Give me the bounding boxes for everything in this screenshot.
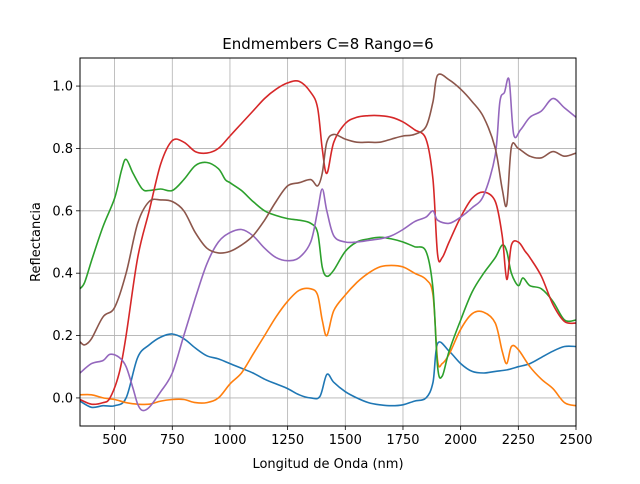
x-tick-label: 2500 xyxy=(559,433,592,448)
series-line-4 xyxy=(79,79,577,406)
y-tick-label: 0.8 xyxy=(52,142,73,157)
x-tick-label: 1250 xyxy=(271,433,304,448)
y-tick-label: 0.2 xyxy=(52,329,73,344)
series-lines xyxy=(79,73,577,412)
x-tick-label: 1750 xyxy=(386,433,419,448)
x-tick-label: 2000 xyxy=(444,433,477,448)
series-line-1 xyxy=(79,333,577,409)
plot-area xyxy=(80,58,576,426)
x-tick-label: 2250 xyxy=(502,433,535,448)
series-line-5 xyxy=(79,77,577,412)
y-axis-title: Reflectancia xyxy=(29,202,44,282)
y-tick-label: 0.6 xyxy=(52,204,73,219)
chart-title: Endmembers C=8 Rango=6 xyxy=(222,35,433,53)
x-tick-label: 500 xyxy=(102,433,127,448)
y-tick-label: 1.0 xyxy=(52,80,73,95)
x-tick-label: 1000 xyxy=(213,433,246,448)
y-tick-label: 0.0 xyxy=(52,391,73,406)
plot-frame xyxy=(79,57,577,427)
axis-ticks: 500 750 1000 1250 1500 1750 2000 2250 2500 0.0 0.2… xyxy=(52,80,592,448)
series-line-3 xyxy=(79,158,577,379)
series-line-6 xyxy=(79,73,577,346)
y-tick-label: 0.4 xyxy=(52,267,73,282)
x-tick-label: 1500 xyxy=(329,433,362,448)
x-tick-label: 750 xyxy=(160,433,185,448)
series-line-2 xyxy=(79,264,577,407)
x-axis-title: Longitud de Onda (nm) xyxy=(252,457,403,472)
